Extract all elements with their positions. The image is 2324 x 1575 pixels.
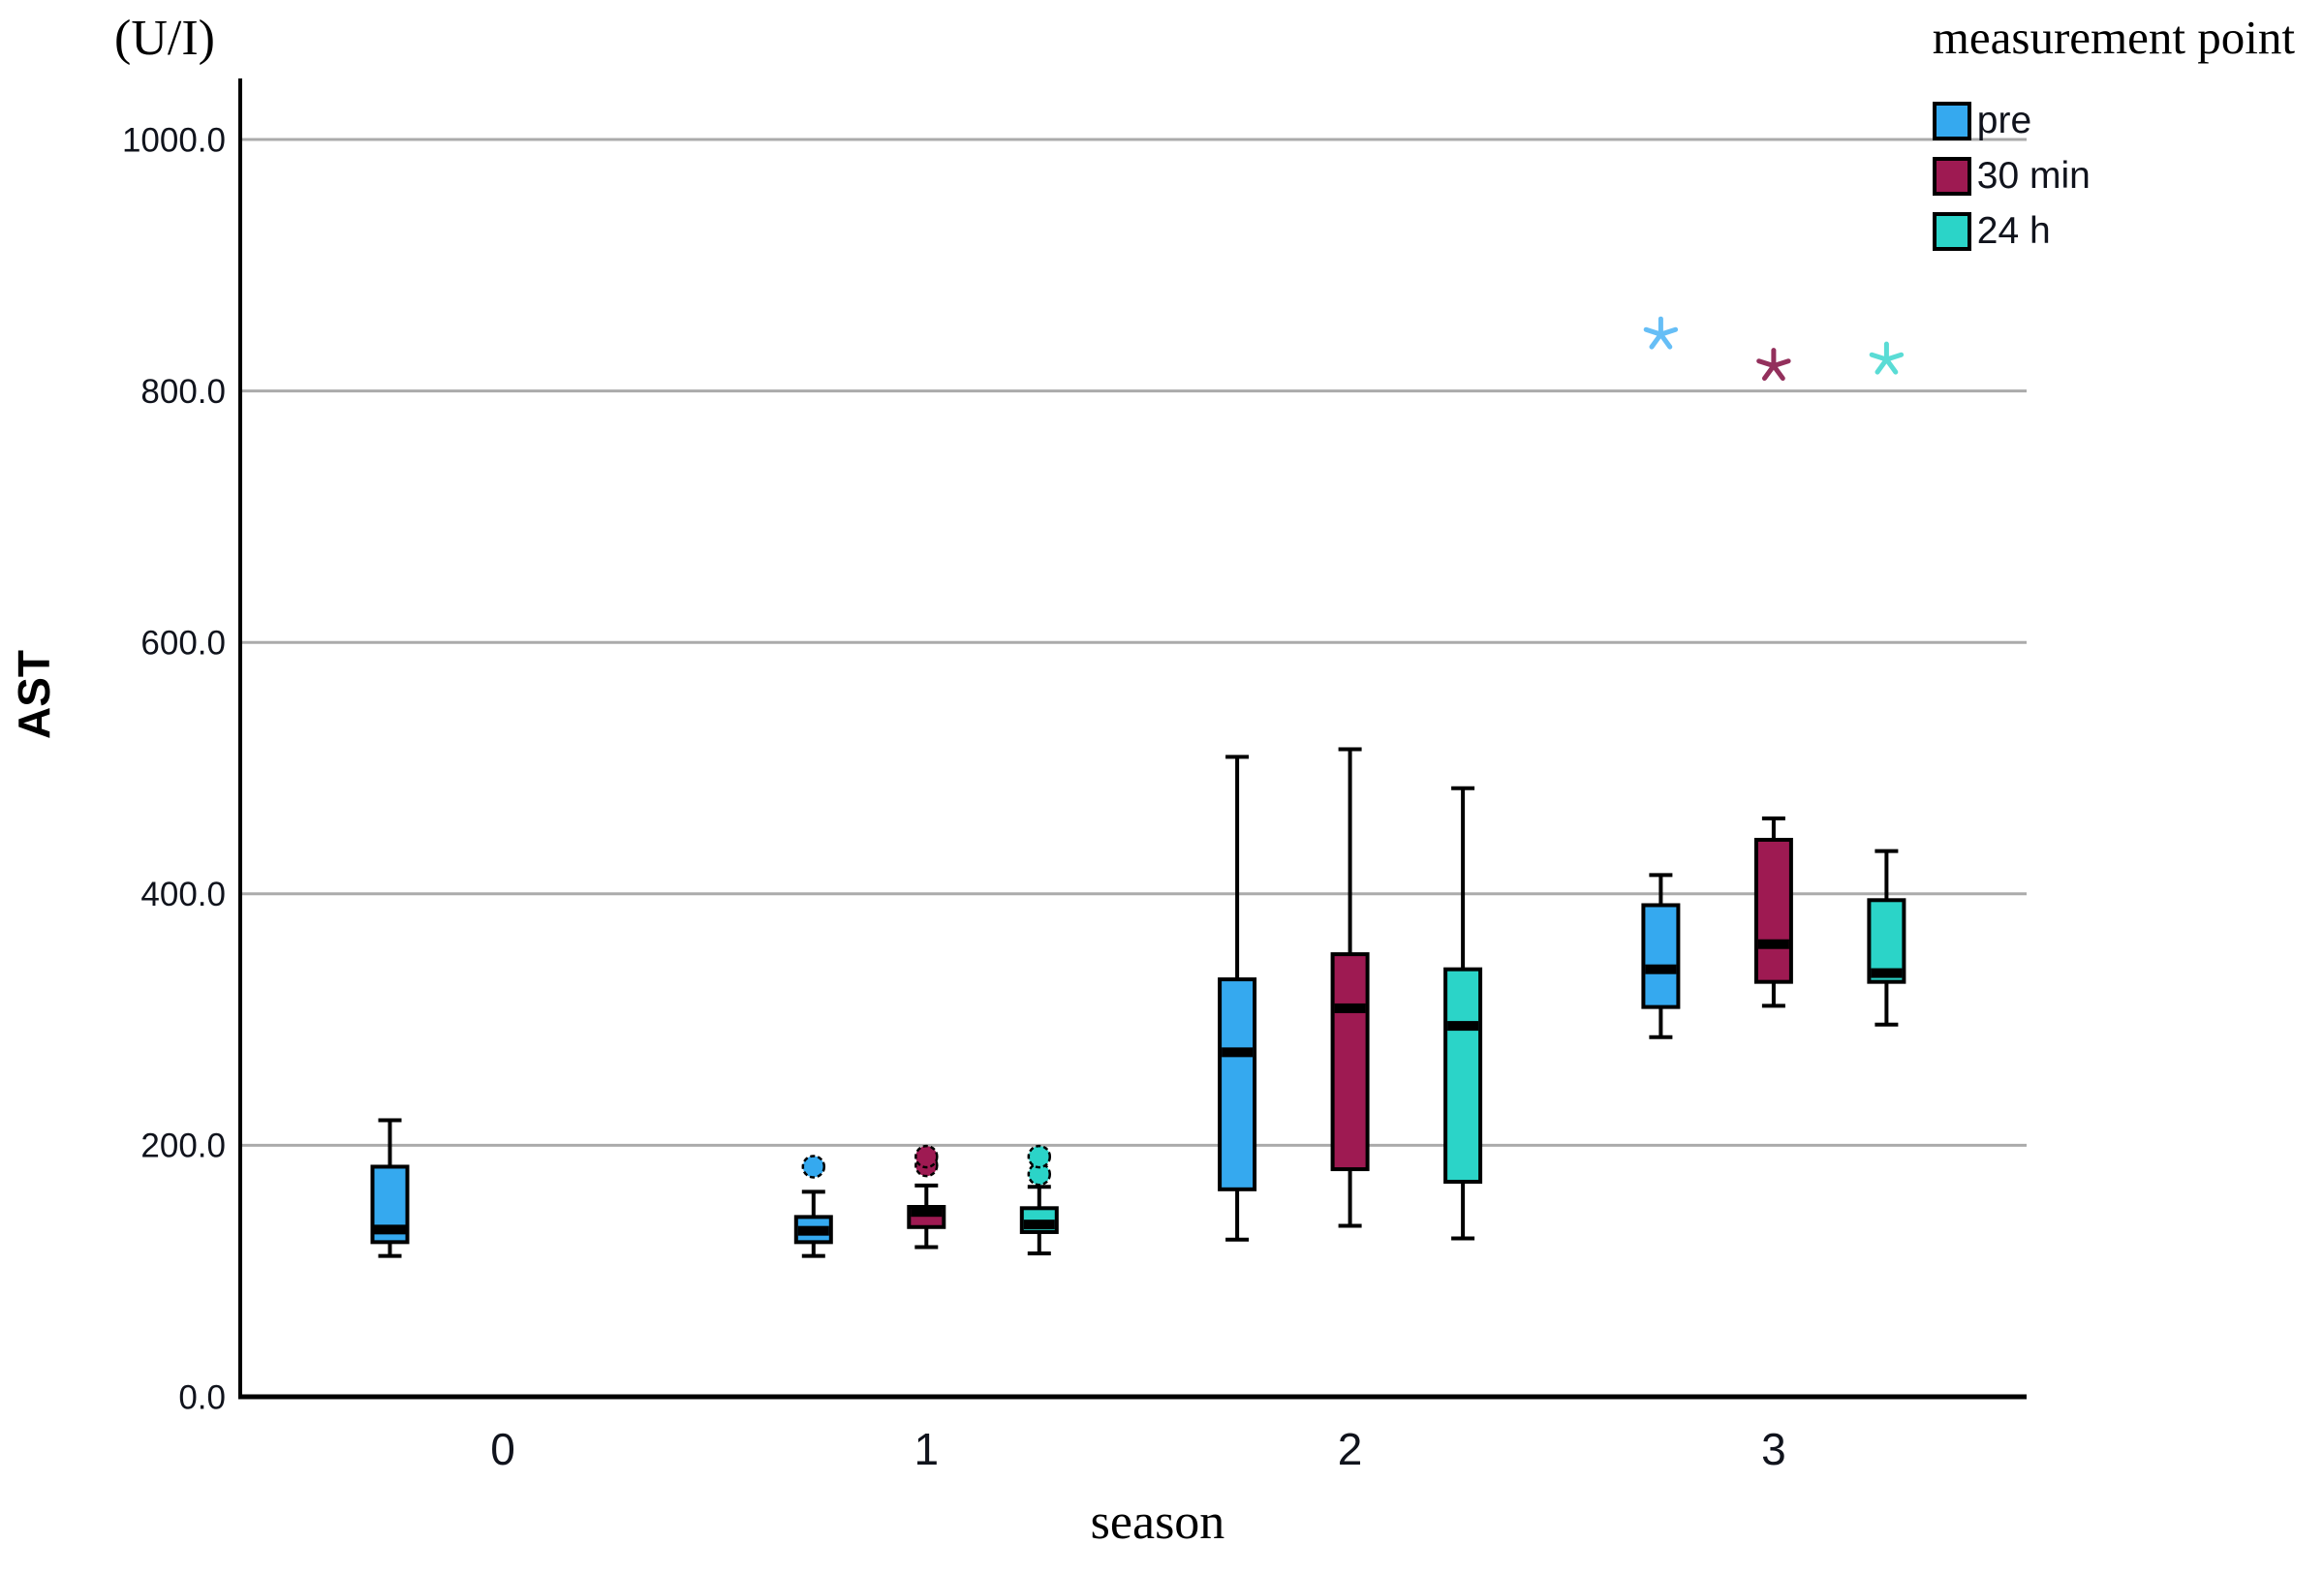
box-pre-season-3-extreme-star <box>1658 331 1673 350</box>
legend-swatch-30min-icon <box>1932 157 1971 196</box>
box-24h-season-1-outlier <box>1027 1144 1052 1169</box>
x-tick-label-3: 3 <box>1761 1424 1786 1474</box>
y-axis-unit-label: (U/I) <box>114 11 215 66</box>
box-24h-season-3-median <box>1871 968 1903 978</box>
y-axis-title: AST <box>9 650 59 739</box>
box-pre-season-1-median <box>797 1225 829 1236</box>
legend-item-pre: pre <box>1932 100 2032 141</box>
x-tick-label-0: 0 <box>490 1424 515 1474</box>
legend-item-24h: 24 h <box>1932 210 2051 252</box>
box-pre-season-3-median <box>1645 964 1677 974</box>
y-tick-label-0: 0.0 <box>178 1378 226 1416</box>
y-tick-label-200: 200.0 <box>140 1127 226 1165</box>
legend-title: measurement point <box>1932 11 2295 64</box>
box-30min-season-3-extreme-star <box>1771 363 1785 382</box>
box-30min-season-1-median <box>911 1207 943 1218</box>
legend-label-24h: 24 h <box>1976 210 2051 252</box>
box-pre-season-3-extreme-star <box>1649 331 1663 350</box>
box-pre-season-2 <box>1218 977 1257 1191</box>
box-pre-season-0-median <box>374 1224 406 1235</box>
legend-items: pre 30 min 24 h <box>1932 100 2091 252</box>
box-24h-season-3-extreme-star <box>1875 356 1889 375</box>
legend-item-30min: 30 min <box>1932 155 2091 197</box>
y-tick-label-600: 600.0 <box>140 624 226 662</box>
x-tick-label-2: 2 <box>1338 1424 1363 1474</box>
box-24h-season-3-extreme-star <box>1883 356 1899 375</box>
box-30min-season-2-median <box>1334 1003 1366 1013</box>
legend-swatch-24h-icon <box>1932 212 1971 251</box>
box-30min-season-3 <box>1753 837 1793 984</box>
box-pre-season-3-extreme-star <box>1658 326 1679 337</box>
legend-swatch-pre-icon <box>1932 102 1971 140</box>
y-tick-label-400: 400.0 <box>140 876 226 913</box>
box-30min-season-3-extreme-star <box>1761 363 1777 382</box>
box-24h-season-3-extreme-star <box>1869 352 1889 362</box>
box-pre-season-2-median <box>1222 1047 1254 1058</box>
y-tick-label-1000: 1000.0 <box>122 121 226 159</box>
legend: measurement point pre 30 min 24 h <box>1932 10 2295 251</box>
box-pre-season-3 <box>1641 903 1681 1009</box>
box-30min-season-3-extreme-star <box>1756 358 1777 369</box>
box-pre-season-1-outlier <box>801 1155 826 1179</box>
box-24h-season-3-extreme-star <box>1883 352 1905 362</box>
box-30min-season-3-median <box>1757 939 1789 949</box>
box-24h-season-1-median <box>1023 1220 1055 1230</box>
box-pre-season-3-extreme-star <box>1643 326 1663 337</box>
box-24h-season-2 <box>1443 967 1483 1185</box>
legend-label-30min: 30 min <box>1976 155 2091 197</box>
box-30min-season-1-outlier <box>914 1144 939 1169</box>
legend-label-pre: pre <box>1976 100 2032 141</box>
box-30min-season-3-extreme-star <box>1771 358 1791 369</box>
box-24h-season-2-median <box>1447 1021 1479 1032</box>
x-axis-title: season <box>1090 1495 1225 1550</box>
x-tick-label-1: 1 <box>914 1424 940 1474</box>
y-tick-label-800: 800.0 <box>140 373 226 411</box>
box-30min-season-2 <box>1330 952 1370 1172</box>
